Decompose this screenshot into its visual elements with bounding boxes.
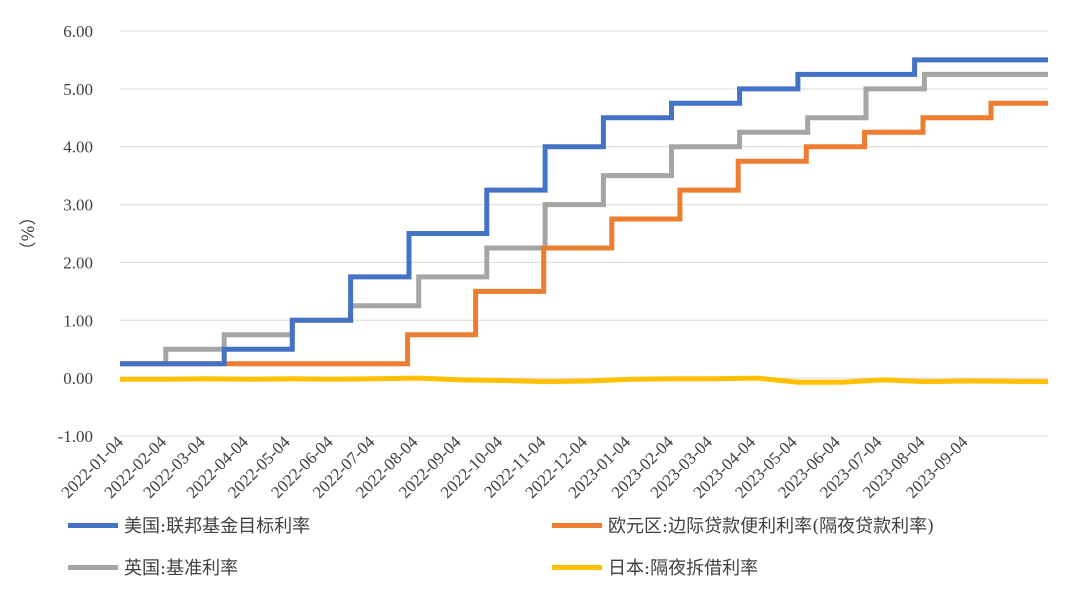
gridlines xyxy=(120,30,1048,437)
y-tick-label: 4.00 xyxy=(63,138,93,157)
legend: 美国:联邦基金目标利率 欧元区:边际贷款便利利率(隔夜贷款利率) 英国:基准利率… xyxy=(0,500,1080,590)
legend-label-uk: 英国:基准利率 xyxy=(124,558,239,579)
legend-item-us: 美国:联邦基金目标利率 xyxy=(68,510,310,540)
chart-canvas: 6.00 5.00 4.00 3.00 2.00 1.00 0.00 -1.00 （%） 20… xyxy=(19,22,1049,500)
y-tick-label: 0.00 xyxy=(63,369,93,388)
legend-item-eu: 欧元区:边际贷款便利利率(隔夜贷款利率) xyxy=(552,510,934,540)
legend-item-uk: 英国:基准利率 xyxy=(68,552,238,582)
series-line-1 xyxy=(120,100,1048,367)
y-tick-label: 2.00 xyxy=(63,253,93,272)
legend-label-us: 美国:联邦基金目标利率 xyxy=(124,516,311,537)
legend-item-jp: 日本:隔夜拆借利率 xyxy=(552,552,758,582)
legend-swatch-jp xyxy=(552,564,602,570)
series-lines xyxy=(120,57,1049,385)
series-line-3 xyxy=(120,375,1049,385)
y-tick-label: 3.00 xyxy=(63,196,93,215)
y-tick-label: 5.00 xyxy=(63,80,93,99)
legend-swatch-eu xyxy=(552,522,602,528)
legend-swatch-uk xyxy=(68,564,118,570)
x-tick-labels: 2022-01-042022-02-042022-03-042022-04-04… xyxy=(57,432,972,500)
y-tick-label: -1.00 xyxy=(58,427,93,446)
y-tick-label: 1.00 xyxy=(63,311,93,330)
series-line-0 xyxy=(120,57,1048,367)
y-axis-label: （%） xyxy=(19,208,39,258)
legend-label-eu: 欧元区:边际贷款便利利率(隔夜贷款利率) xyxy=(608,516,935,537)
y-tick-labels: 6.00 5.00 4.00 3.00 2.00 1.00 0.00 -1.00 xyxy=(58,22,93,446)
series-line-2 xyxy=(120,71,1048,367)
y-tick-label: 6.00 xyxy=(63,22,93,41)
legend-swatch-us xyxy=(68,522,118,528)
legend-label-jp: 日本:隔夜拆借利率 xyxy=(608,558,759,579)
